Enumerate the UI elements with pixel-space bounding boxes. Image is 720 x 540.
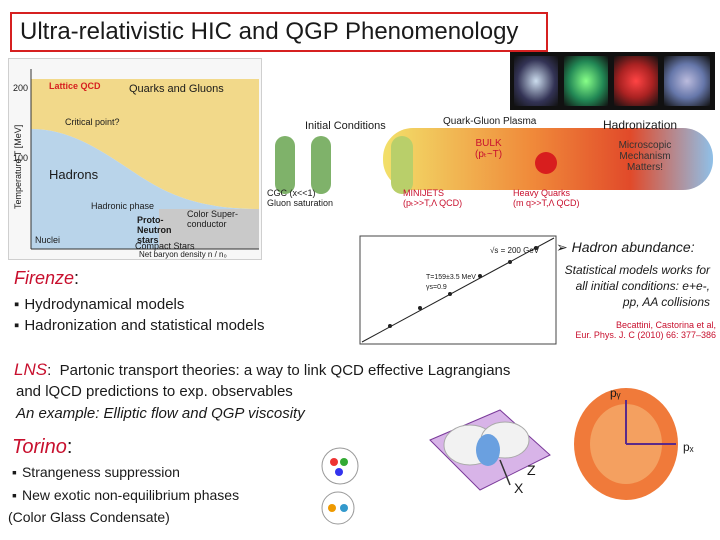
firenze-name: Firenze <box>14 268 75 288</box>
elliptic-flow-svg <box>574 388 678 500</box>
axis-py-label: pᵧ <box>610 386 621 400</box>
collision-image-3 <box>614 56 658 106</box>
lns-line-3: An example: Elliptic flow and QGP viscos… <box>16 405 305 422</box>
nucleus-3 <box>391 136 413 194</box>
bulk-label: BULK (pₜ~T) <box>475 138 502 160</box>
phase-diagram-svg <box>30 69 259 250</box>
firenze-item-2: Hadronization and statistical models <box>14 317 264 334</box>
collision-geometry-svg <box>429 409 551 491</box>
axis-px-label: pₓ <box>683 440 694 454</box>
torino-name: Torino <box>12 436 67 458</box>
collision-images <box>510 52 715 110</box>
hadron-plot-legend1: T=159±3.5 MeV <box>426 274 476 281</box>
evolution-panel: Initial Conditions Quark-Gluon Plasma Ha… <box>235 110 715 226</box>
elliptic-flow-diagram <box>566 384 706 524</box>
heavy-quarks-title: Heavy Quarks <box>513 188 571 198</box>
quarks-gluons-label: Quarks and Gluons <box>129 83 224 95</box>
qgp-region <box>31 79 259 209</box>
heavy-quarks-sub: (m q>>T,Λ QCD) <box>513 198 580 208</box>
cgc-label: CGC (x<<1) Gluon saturation <box>267 188 333 208</box>
hadronic-phase-label: Hadronic phase <box>91 201 155 211</box>
slide-title: Ultra-relativistic HIC and QGP Phenomeno… <box>10 12 548 52</box>
nucleus-1 <box>275 136 295 194</box>
qcd-phase-diagram: Temperature T [MeV] Lattice QCD Quarks a… <box>8 58 262 260</box>
quark-diagram <box>312 442 402 532</box>
arrow-icon: ➢ <box>556 239 568 255</box>
torino-item-2: New exotic non-equilibrium phases <box>12 487 239 503</box>
lattice-label: Lattice QCD <box>49 81 101 91</box>
hadron-plot-legend2: γs=0.9 <box>426 284 447 291</box>
torino-heading: Torino: <box>12 436 73 458</box>
axis-x-label: X <box>514 480 524 496</box>
cgc-title: CGC (x<<1) <box>267 188 316 198</box>
axis-z-label: Z <box>527 462 536 478</box>
heavy-quarks-label: Heavy Quarks (m q>>T,Λ QCD) <box>513 188 580 208</box>
proto-neutron-label: Proto-Neutron stars <box>137 215 172 245</box>
lns-text-1: Partonic transport theories: a way to li… <box>59 362 511 379</box>
lns-line-2: and lQCD predictions to exp. observables <box>16 383 293 400</box>
qgp-label: Quark-Gluon Plasma <box>443 116 537 127</box>
phase-xlabel: Net baryon density n / n₀ <box>139 250 227 259</box>
hadron-abundance-heading: ➢ Hadron abundance: <box>556 239 695 256</box>
tick-200: 200 <box>13 83 29 93</box>
hadron-plot-svg <box>359 235 557 345</box>
hadron-abundance-plot: √s = 200 GeV T=159±3.5 MeV γs=0.9 <box>340 232 560 352</box>
hadron-heading-text: Hadron abundance: <box>571 239 695 255</box>
superconductor-region <box>159 209 259 249</box>
collision-image-1 <box>514 56 558 106</box>
critical-point-label: Critical point? <box>65 117 120 127</box>
gluon-sat-label: Gluon saturation <box>267 198 334 208</box>
hadron-reference: Becattini, Castorina et al, Eur. Phys. J… <box>570 320 716 340</box>
torino-extra: (Color Glass Condensate) <box>8 509 170 525</box>
hadron-plot-title: √s = 200 GeV <box>490 246 540 255</box>
hadron-ref-line1: Becattini, Castorina et al, <box>615 320 716 330</box>
lns-name: LNS <box>14 360 48 379</box>
bulk-title: BULK <box>475 138 502 149</box>
hadrons-label: Hadrons <box>49 167 99 182</box>
collision-geometry <box>420 400 560 500</box>
heavy-quark-dot <box>535 152 557 174</box>
minijets-sub: (pₜ>>T,Λ QCD) <box>403 198 463 208</box>
hadron-ref-line2: Eur. Phys. J. C (2010) 66: 377–386 <box>575 330 716 340</box>
minijets-title: MINIJETS <box>403 188 445 198</box>
quark-diagram-svg <box>321 447 359 525</box>
collision-image-4 <box>664 56 710 106</box>
bulk-sub: (pₜ~T) <box>475 149 503 160</box>
microscopic-label: Microscopic Mechanism Matters! <box>618 140 672 173</box>
nucleus-2 <box>311 136 331 194</box>
compact-stars-label: Compact Stars <box>135 241 195 251</box>
firenze-heading: Firenze: <box>14 268 80 288</box>
hadronization-label: Hadronization <box>603 118 678 132</box>
firenze-item-1: Hydrodynamical models <box>14 296 184 313</box>
nuclei-label: Nuclei <box>35 235 61 245</box>
collision-image-2 <box>564 56 608 106</box>
tick-100: 100 <box>13 153 29 163</box>
torino-item-1: Strangeness suppression <box>12 464 180 480</box>
minijets-label: MINIJETS (pₜ>>T,Λ QCD) <box>403 188 462 209</box>
superconductor-label: Color Super-conductor <box>187 209 239 229</box>
lns-line-1: LNS: Partonic transport theories: a way … <box>14 360 511 379</box>
hadron-abundance-text: Statistical models works for all initial… <box>564 263 710 309</box>
initial-conditions-label: Initial Conditions <box>305 120 386 132</box>
